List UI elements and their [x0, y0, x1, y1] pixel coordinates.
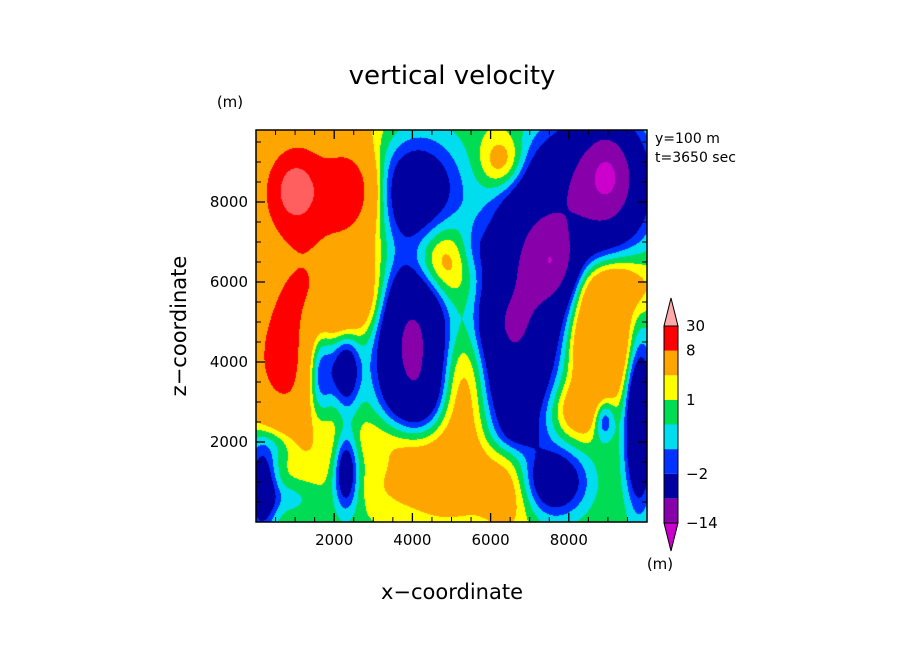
colorbar-bottom-triangle	[663, 522, 679, 552]
y-tick-label: 4000	[210, 353, 248, 371]
y-tick-label: 6000	[210, 273, 248, 291]
y-tick-label: 8000	[210, 193, 248, 211]
x-tick-label: 2000	[315, 531, 353, 549]
x-axis-label: x−coordinate	[381, 580, 523, 604]
heatmap-field	[256, 130, 647, 522]
info-line-y: y=100 m	[655, 131, 720, 147]
y-tick-label: 2000	[210, 433, 248, 451]
colorbar-segment	[664, 326, 678, 351]
x-tick-label: 6000	[472, 531, 510, 549]
colorbar-unit: (m)	[647, 555, 673, 573]
colorbar-segment	[664, 375, 678, 400]
axis-ticks: 2000 4000 6000 8000 2000 4000 6000 8000	[210, 130, 647, 549]
colorbar-label: −14	[686, 514, 718, 532]
y-axis-label: z−coordinate	[167, 256, 191, 397]
colorbar-segment	[664, 424, 678, 450]
colorbar: 30 8 1 −2 −14	[663, 297, 718, 552]
x-tick-label: 4000	[393, 531, 431, 549]
colorbar-segment	[664, 399, 678, 425]
chart-title: vertical velocity	[349, 61, 556, 91]
colorbar-label: 1	[686, 391, 696, 409]
colorbar-segment	[664, 498, 678, 523]
colorbar-label: −2	[686, 465, 708, 483]
colorbar-segment	[664, 473, 678, 499]
info-line-t: t=3650 sec	[655, 150, 736, 166]
colorbar-label: 8	[686, 342, 696, 360]
x-tick-label: 8000	[550, 531, 588, 549]
colorbar-segment	[664, 350, 678, 376]
y-axis-unit: (m)	[217, 93, 243, 111]
colorbar-frame	[663, 325, 679, 524]
colorbar-segment	[664, 449, 678, 474]
colorbar-top-triangle	[663, 297, 679, 327]
colorbar-label: 30	[686, 317, 705, 335]
heatmap-plot-area	[255, 129, 648, 523]
